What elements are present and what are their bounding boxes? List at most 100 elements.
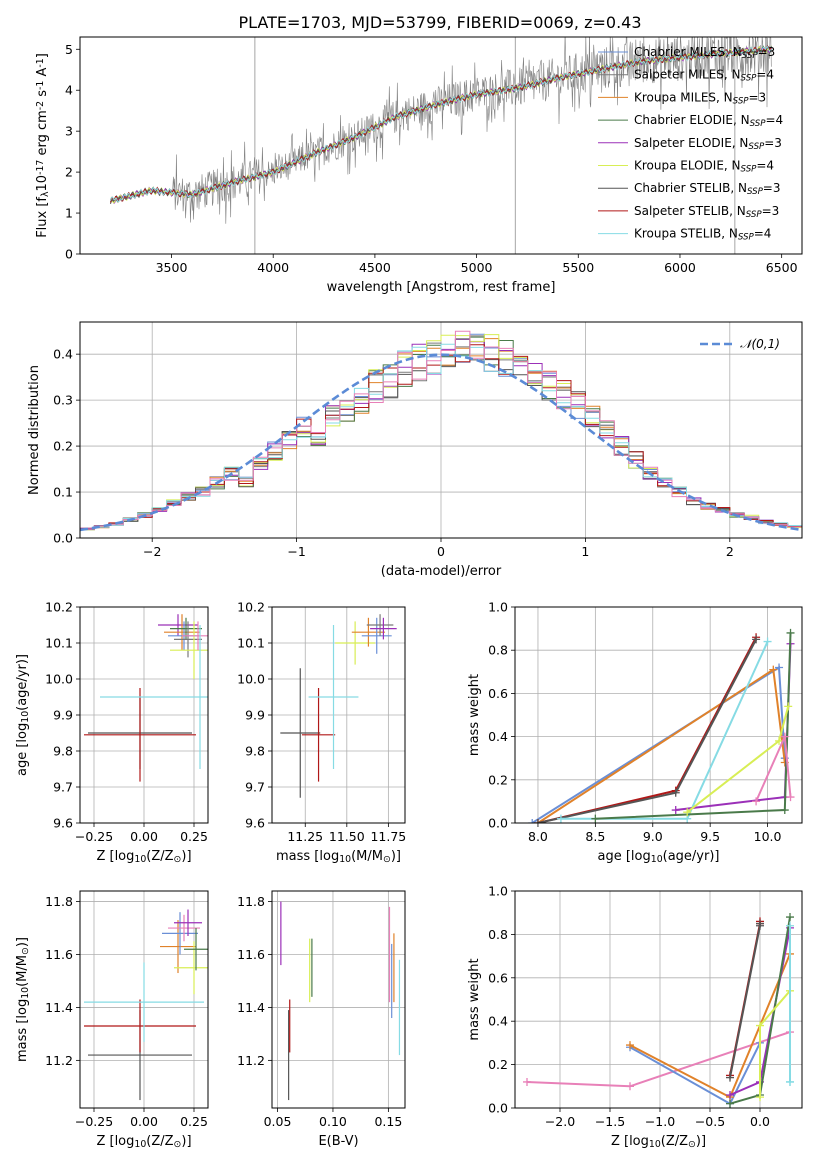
weight-marker <box>533 819 542 823</box>
x-tick-label: −1.5 <box>595 1114 625 1129</box>
y-tick-label: 0 <box>65 247 73 262</box>
normal-curve <box>80 353 802 532</box>
x-tick-label: −2 <box>143 544 161 559</box>
x-tick-label: 0 <box>437 544 445 559</box>
weight-line <box>560 641 769 820</box>
weight-marker <box>752 635 761 644</box>
x-tick-label: 5000 <box>461 260 493 275</box>
legend-label: 𝒩(0,1) <box>740 337 780 351</box>
histogram-step <box>80 330 802 530</box>
y-tick-label: 0.3 <box>53 393 73 408</box>
y-axis-label: mass weight <box>467 674 482 756</box>
y-tick-label: 0.6 <box>488 686 508 701</box>
x-tick-label: 11.75 <box>370 829 406 844</box>
age-vs-Z-axes: −0.25 0.00 0.25 9.6 9.7 9.8 9.9 10.0 10.1 10.2 Z [… <box>15 600 209 865</box>
legend-label: Chabrier STELIB, NSSP=3 <box>634 181 781 197</box>
weight-marker <box>528 819 537 823</box>
weight-line <box>759 990 791 1098</box>
x-tick-label: 9.5 <box>700 829 720 844</box>
y-tick-label: 0.2 <box>488 772 508 787</box>
legend-label: Salpeter ELODIE, NSSP=3 <box>634 136 782 152</box>
y-axis-label: Normed distribution <box>27 365 42 495</box>
x-tick-label: −0.25 <box>75 1114 113 1129</box>
y-tick-label: 0.4 <box>53 347 73 362</box>
weight-marker <box>775 663 784 672</box>
legend-label: Kroupa MILES, NSSP=3 <box>634 90 766 106</box>
weight-marker <box>786 913 794 922</box>
weight-marker <box>780 732 789 741</box>
plot-area <box>280 901 401 1101</box>
y-tick-label: 9.7 <box>53 780 73 795</box>
y-tick-label: 0.2 <box>488 1057 508 1072</box>
x-axis-label: Z [log10(Z/Z⊙)] <box>96 1134 191 1150</box>
y-tick-label: 11.8 <box>237 894 265 909</box>
axes-frame <box>79 36 803 255</box>
weight-marker <box>626 1082 634 1091</box>
data-spectrum <box>110 37 772 224</box>
y-tick-label: 5 <box>65 42 73 57</box>
x-tick-label: −0.25 <box>75 829 113 844</box>
axes-frame <box>79 321 803 539</box>
y-tick-label: 0.4 <box>488 729 508 744</box>
plot-area <box>523 913 794 1108</box>
y-tick-label: 10.1 <box>237 636 265 651</box>
y-tick-label: 1 <box>65 206 73 221</box>
y-tick-label: 3 <box>65 124 73 139</box>
weight-line <box>537 638 757 823</box>
x-tick-label: −2.0 <box>545 1114 575 1129</box>
axes-frame <box>514 890 803 1109</box>
legend-label: Salpeter MILES, NSSP=4 <box>634 68 774 84</box>
y-tick-label: 10.2 <box>237 600 265 615</box>
plot-area <box>528 628 795 823</box>
y-tick-label: 9.7 <box>245 780 265 795</box>
x-tick-label: 5500 <box>562 260 594 275</box>
x-tick-label: −1 <box>287 544 305 559</box>
legend-label: Chabrier MILES, NSSP=3 <box>634 45 775 61</box>
y-axis-label: Flux [fλ10-17 erg cm-2 s-1 A-1] <box>35 53 51 238</box>
y-tick-label: 0.6 <box>488 970 508 985</box>
residual-axes: −2 −1 0 1 2 0.0 0.1 0.2 0.3 0.4 (data-model)/error… <box>27 321 803 579</box>
x-tick-label: 6000 <box>664 260 696 275</box>
y-tick-label: 11.2 <box>45 1053 73 1068</box>
y-tick-label: 9.6 <box>245 816 265 831</box>
x-tick-label: 8.0 <box>528 829 548 844</box>
x-tick-label: 3500 <box>156 260 188 275</box>
legend-label: Kroupa ELODIE, NSSP=4 <box>634 159 774 175</box>
y-tick-label: 1.0 <box>488 600 508 615</box>
legend-label: Kroupa STELIB, NSSP=4 <box>634 227 771 243</box>
weight-marker <box>591 814 600 823</box>
weight-line <box>537 667 786 823</box>
age-vs-mass-axes: 11.25 11.50 11.75 9.6 9.7 9.8 9.9 10.0 10.1 10.2 m… <box>237 600 406 866</box>
y-tick-label: 10.2 <box>45 600 73 615</box>
x-tick-label: 0.00 <box>130 1114 158 1129</box>
y-tick-label: 9.8 <box>245 744 265 759</box>
y-tick-label: 9.9 <box>53 708 73 723</box>
y-tick-label: 9.6 <box>53 816 73 831</box>
weight-marker <box>756 1093 764 1102</box>
y-tick-label: 10.0 <box>237 672 265 687</box>
weight-marker <box>756 919 764 928</box>
x-tick-label: 0.05 <box>264 1114 292 1129</box>
y-tick-label: 0.1 <box>53 485 73 500</box>
y-axis-label: age [log10(age/yr)] <box>15 654 31 776</box>
model-line <box>110 45 772 203</box>
x-axis-label: Z [log10(Z/Z⊙)] <box>611 1134 706 1150</box>
x-tick-label: 1 <box>581 544 589 559</box>
plot-area <box>84 614 208 782</box>
x-tick-label: 10.0 <box>754 829 782 844</box>
weight-marker <box>775 736 784 745</box>
weight-marker <box>626 1041 634 1050</box>
x-tick-label: 9.0 <box>643 829 663 844</box>
y-tick-label: 0.8 <box>488 643 508 658</box>
x-tick-label: 0.00 <box>130 829 158 844</box>
x-axis-label: age [log10(age/yr)] <box>598 849 720 865</box>
x-axis-label: Z [log10(Z/Z⊙)] <box>96 849 191 865</box>
y-tick-label: 11.6 <box>237 947 265 962</box>
plot-area <box>110 37 772 254</box>
x-axis-label: E(B-V) <box>318 1134 358 1149</box>
x-tick-label: 11.25 <box>287 829 323 844</box>
weight-line <box>686 706 790 813</box>
axes-frame <box>79 606 209 824</box>
weight-marker <box>671 788 680 797</box>
